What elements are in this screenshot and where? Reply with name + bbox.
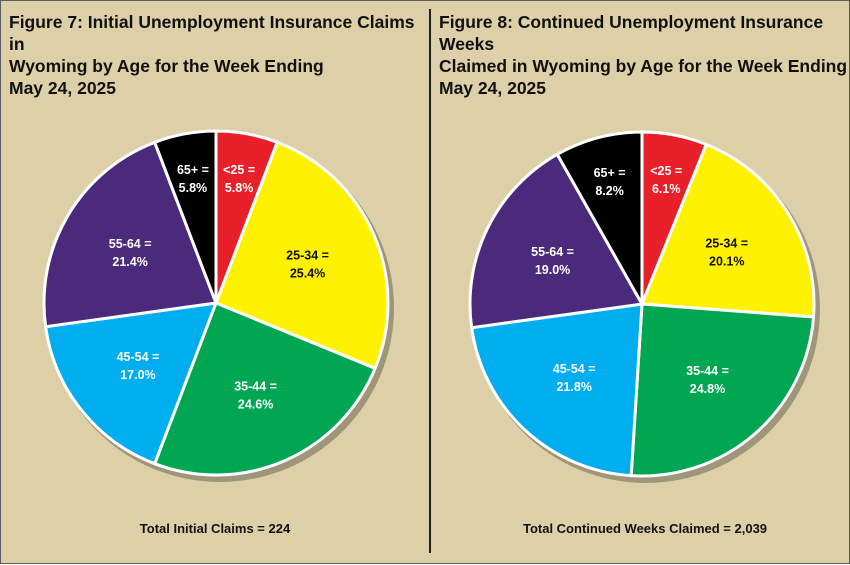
panel-divider — [429, 9, 431, 553]
figure-8-slice-4554 — [470, 302, 644, 478]
figure-7-slice-label: 65+ = 5.8% — [177, 163, 209, 195]
figure-8-pie-chart: <25 = 6.1% 25-34 = 20.1% 35-44 = 24.8% 45-54 =… — [468, 130, 820, 483]
figure-8-slice-3544 — [629, 302, 816, 478]
figure-8-slice-5564 — [468, 152, 644, 330]
figure-8-title: Figure 8: Continued Unemployment Insuran… — [439, 11, 849, 99]
figure-8-slice-label: 65+ = 8.2% — [594, 166, 626, 198]
figure-7-slice-label: 25-34 = 25.4% — [286, 248, 329, 280]
figure-7-slice-3544 — [153, 301, 377, 477]
figure-7-slice-4554 — [44, 301, 218, 466]
figure-7-slice-65 — [153, 129, 218, 305]
figure-7-slice-label: <25 = 5.8% — [223, 163, 255, 195]
figure-7-panel: Figure 7: Initial Unemployment Insurance… — [1, 1, 429, 565]
figure-8-slice-label: 55-64 = 19.0% — [531, 245, 574, 277]
figure-7-title-line: Wyoming by Age for the Week Ending — [9, 56, 324, 76]
figure-8-slice-label: 25-34 = 20.1% — [705, 236, 748, 268]
figure-8-title-line: Claimed in Wyoming by Age for the Week E… — [439, 56, 848, 76]
figure-7-total-label: Total Initial Claims = 224 — [139, 521, 291, 536]
figure-7-title-line: May 24, 2025 — [9, 78, 117, 98]
figure-7-slice-label: 55-64 = 21.4% — [109, 237, 152, 269]
figure-8-slice-label: <25 = 6.1% — [650, 164, 682, 196]
figure-7-title: Figure 7: Initial Unemployment Insurance… — [9, 11, 419, 99]
figure-8-slice-label: 45-54 = 21.8% — [553, 362, 596, 394]
figure-8-slice-2534 — [640, 142, 816, 319]
figure-7-slice-label: 35-44 = 24.6% — [234, 380, 277, 412]
figure-7-pie-chart: <25 = 5.8% 25-34 = 25.4% 35-44 = 24.6% 45-54 =… — [42, 129, 394, 482]
figure-8-slice-65 — [555, 130, 644, 306]
figure-8-title-line: May 24, 2025 — [439, 78, 547, 98]
figure-8-title-line: Figure 8: Continued Unemployment Insuran… — [439, 12, 824, 54]
figure-8-panel: Figure 8: Continued Unemployment Insuran… — [431, 1, 850, 565]
figure-7-slice-2534 — [214, 140, 390, 370]
figure-7-slice-5564 — [42, 140, 218, 329]
figure-7-slice-label: 45-54 = 17.0% — [117, 350, 160, 382]
figure-8-total-label: Total Continued Weeks Claimed = 2,039 — [522, 521, 768, 536]
figure-8-slice-label: 35-44 = 24.8% — [686, 364, 729, 396]
figure-7-title-line: Figure 7: Initial Unemployment Insurance… — [9, 12, 415, 54]
